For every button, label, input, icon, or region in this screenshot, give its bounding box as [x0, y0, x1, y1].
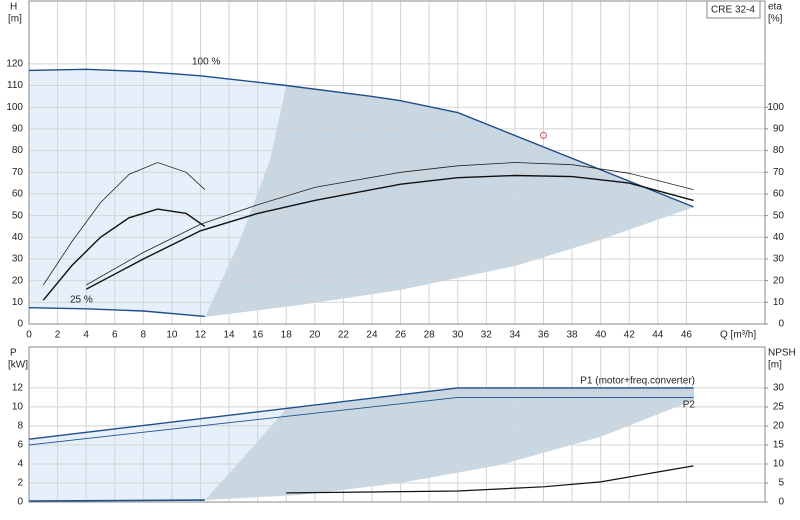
x-tick-label: 24: [366, 330, 378, 341]
y2-tick-label: 20: [773, 275, 785, 286]
curve-label: P2: [683, 400, 696, 411]
x-tick-label: 42: [624, 330, 636, 341]
y2-axis-unit: [%]: [768, 14, 783, 25]
y-axis-label: P: [10, 348, 17, 359]
duty-point: [539, 131, 547, 139]
x-tick-label: 12: [195, 330, 207, 341]
y2-tick-label: 25: [773, 402, 785, 413]
y-axis-unit: [m]: [8, 14, 22, 25]
curve: [286, 465, 694, 494]
y-tick-label: 30: [12, 254, 24, 265]
y2-tick-label: 40: [773, 232, 785, 243]
y2-tick-label: 20: [773, 421, 785, 432]
curve: [28, 307, 205, 318]
curve: [85, 174, 694, 290]
y-tick-label: 2: [17, 478, 23, 489]
y2-tick-label: 30: [773, 254, 785, 265]
x-tick-label: 6: [112, 330, 118, 341]
y2-tick-label: 30: [773, 383, 785, 394]
y2-tick-label: 50: [773, 210, 785, 221]
y-tick-label: 110: [7, 80, 23, 91]
y2-tick-label: 80: [773, 145, 785, 156]
x-tick-label: 32: [481, 330, 493, 341]
curve-label: P1 (motor+freq.converter): [580, 376, 695, 387]
y-tick-label: 20: [12, 275, 24, 286]
y-tick-label: 120: [6, 59, 23, 70]
y-tick-label: 100: [6, 102, 23, 113]
y-axis-label: H: [10, 2, 17, 13]
x-tick-label: 26: [395, 330, 407, 341]
curve: [28, 396, 694, 446]
y-tick-label: 10: [12, 402, 24, 413]
y2-tick-label: 0: [778, 497, 784, 508]
y-tick-label: 60: [12, 189, 24, 200]
y-tick-label: 12: [12, 383, 24, 394]
x-axis-label: Q [m³/h]: [720, 330, 756, 341]
x-tick-label: 20: [309, 330, 321, 341]
y-tick-label: 40: [12, 232, 24, 243]
y2-tick-label: 10: [773, 297, 785, 308]
x-tick-label: 46: [681, 330, 693, 341]
x-tick-label: 8: [141, 330, 147, 341]
curve: [28, 499, 205, 502]
y-tick-label: 70: [12, 167, 24, 178]
curve-label: 25 %: [70, 295, 93, 306]
x-tick-label: 30: [452, 330, 464, 341]
y2-axis-label: eta: [768, 2, 782, 13]
curve-label: 100 %: [192, 57, 220, 68]
x-tick-label: 0: [26, 330, 32, 341]
y2-tick-label: 10: [773, 459, 785, 470]
curve: [28, 387, 694, 440]
x-tick-label: 2: [55, 330, 61, 341]
x-tick-label: 40: [595, 330, 607, 341]
y-tick-label: 4: [17, 459, 23, 470]
x-tick-label: 14: [224, 330, 236, 341]
badge: CRE 32-4: [711, 5, 755, 16]
y2-tick-label: 0: [778, 319, 784, 330]
plot-frame: [28, 0, 766, 325]
y-tick-label: 10: [12, 297, 24, 308]
x-tick-label: 16: [252, 330, 264, 341]
curve: [86, 162, 694, 286]
x-tick-label: 44: [652, 330, 664, 341]
y-tick-label: 50: [12, 210, 24, 221]
y-tick-label: 80: [12, 145, 24, 156]
x-tick-label: 28: [424, 330, 436, 341]
y2-tick-label: 100: [767, 102, 784, 113]
y2-axis-label: NPSH: [768, 348, 796, 359]
x-tick-label: 36: [538, 330, 550, 341]
plot-frame: [28, 346, 766, 503]
y2-tick-label: 70: [773, 167, 785, 178]
y2-axis-unit: [m]: [768, 360, 782, 371]
x-tick-label: 38: [567, 330, 579, 341]
curve: [42, 208, 206, 301]
y-tick-label: 0: [17, 319, 23, 330]
x-tick-label: 22: [338, 330, 350, 341]
range-light: [29, 69, 286, 317]
y2-tick-label: 90: [773, 124, 785, 135]
y-axis-unit: [kW]: [8, 360, 28, 371]
y-tick-label: 0: [17, 497, 23, 508]
curve: [28, 68, 694, 208]
x-tick-label: 34: [509, 330, 521, 341]
x-tick-label: 4: [83, 330, 89, 341]
y2-tick-label: 15: [773, 440, 785, 451]
y-tick-label: 8: [17, 421, 23, 432]
x-tick-label: 10: [166, 330, 178, 341]
y-tick-label: 90: [12, 124, 24, 135]
y2-tick-label: 60: [773, 189, 785, 200]
y-tick-label: 6: [17, 440, 23, 451]
curve: [42, 162, 206, 286]
x-tick-label: 18: [281, 330, 293, 341]
y2-tick-label: 5: [778, 478, 784, 489]
